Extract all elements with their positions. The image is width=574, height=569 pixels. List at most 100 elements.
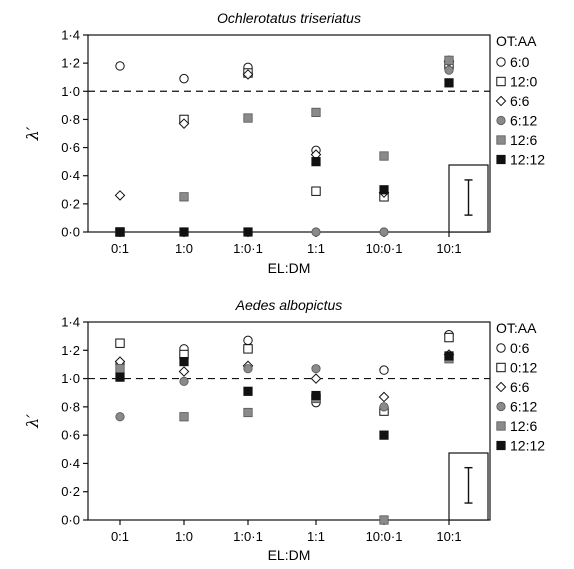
legend-marker-12-12 — [496, 440, 506, 451]
legend-entry-12-0: 12:0 — [510, 74, 537, 90]
chart-title: Aedes albopictus — [235, 297, 343, 313]
data-point-6-6-5 — [378, 391, 390, 403]
y-tick-label: 0·4 — [61, 168, 80, 183]
legend-marker-0-12 — [496, 362, 506, 373]
legend-entry-12-12: 12:12 — [510, 438, 545, 454]
x-axis-label: EL:DM — [268, 260, 311, 276]
data-point-12-12-6 — [444, 78, 454, 88]
x-tick-label: 10:0·1 — [366, 529, 403, 544]
y-tick-label: 0·0 — [61, 225, 80, 240]
data-point-6-12-5 — [379, 227, 389, 237]
y-tick-label: 1·0 — [61, 84, 80, 99]
data-point-12-6-3 — [243, 407, 253, 418]
data-point-6-0-2 — [179, 73, 189, 84]
x-tick-label: 10:1 — [436, 241, 461, 256]
legend-marker-12-6 — [496, 135, 506, 145]
data-point-12-12-4 — [311, 390, 321, 401]
legend-entry-12-12: 12:12 — [510, 152, 545, 168]
data-point-12-6-3 — [243, 113, 253, 123]
data-point-6-6-2 — [178, 118, 190, 129]
data-point-12-12-1 — [115, 227, 125, 237]
legend-marker-6-6 — [495, 381, 507, 393]
chart-panel-1: Ochlerotatus triseriatus 0·0 0·2 0·4 0·6 0·8 1… — [23, 10, 545, 276]
y-tick-label: 0·8 — [61, 399, 80, 414]
data-point-6-0-1 — [115, 61, 125, 71]
legend-marker-6-6 — [495, 95, 507, 107]
y-tick-label: 1·2 — [61, 56, 80, 71]
y-axis-label: λ′ — [23, 126, 42, 141]
data-point-6-12-5 — [379, 402, 389, 412]
data-point-0-12-6 — [444, 332, 454, 343]
data-point-6-12-1 — [115, 412, 125, 422]
legend-entry-6-6: 6:6 — [510, 379, 530, 395]
data-point-6-12-3 — [243, 364, 253, 374]
y-tick-label: 0·6 — [61, 140, 80, 155]
data-point-0-6-3 — [243, 335, 253, 346]
data-point-12-12-1 — [115, 372, 125, 382]
x-tick-label: 0:1 — [111, 241, 129, 256]
y-tick-label: 0·6 — [61, 428, 80, 443]
x-tick-label: 1:1 — [307, 529, 325, 544]
legend-marker-12-6 — [496, 421, 506, 431]
legend-title: OT:AA — [496, 33, 537, 49]
legend-title: OT:AA — [496, 320, 537, 336]
data-point-12-6-4 — [311, 107, 321, 117]
y-tick-label: 0·8 — [61, 112, 80, 127]
chart-panel-2: Aedes albopictus 0·0 0·2 0·4 0·6 0·8 1·0 1·2 1·4… — [23, 297, 545, 563]
data-point-12-6-2 — [179, 412, 189, 422]
legend-entry-12-6: 12:6 — [510, 418, 537, 434]
legend-entry-6-12: 6:12 — [510, 113, 537, 129]
data-point-6-6-1 — [114, 190, 126, 201]
x-tick-label: 1:0·1 — [233, 529, 263, 544]
data-point-12-12-3 — [243, 386, 253, 396]
y-tick-label: 0·2 — [61, 484, 80, 499]
legend-marker-6-12 — [496, 401, 506, 412]
data-point-12-0-4 — [311, 186, 321, 196]
legend-marker-6-0 — [496, 57, 506, 67]
y-tick-label: 1·4 — [61, 28, 80, 43]
x-tick-label: 0:1 — [111, 529, 129, 544]
y-tick-label: 0·2 — [61, 196, 80, 211]
x-tick-label: 1:1 — [307, 241, 325, 256]
x-axis-label: EL:DM — [268, 547, 311, 563]
legend-entry-6-6: 6:6 — [510, 93, 530, 109]
data-point-0-12-3 — [243, 344, 253, 354]
legend-entry-6-0: 6:0 — [510, 54, 530, 70]
chart-title: Ochlerotatus triseriatus — [217, 10, 361, 26]
data-point-12-12-3 — [243, 227, 253, 237]
data-point-12-6-6 — [444, 55, 454, 65]
data-point-6-12-4 — [311, 364, 321, 374]
legend-entry-0-6: 0:6 — [510, 340, 530, 356]
data-point-12-6-1 — [115, 364, 125, 374]
legend-entry-6-12: 6:12 — [510, 399, 537, 415]
data-point-12-12-5 — [379, 185, 389, 195]
y-tick-label: 1·0 — [61, 371, 80, 386]
data-point-12-6-2 — [179, 192, 189, 202]
x-tick-label: 1:0 — [175, 529, 193, 544]
legend-marker-12-12 — [496, 154, 506, 165]
data-point-0-6-5 — [379, 365, 389, 375]
data-point-12-6-5 — [379, 515, 389, 525]
data-point-6-6-3 — [242, 69, 254, 80]
y-tick-label: 1·4 — [61, 315, 80, 330]
x-tick-label: 10:0·1 — [366, 241, 403, 256]
data-point-12-6-5 — [379, 151, 389, 161]
data-point-6-12-2 — [179, 376, 189, 386]
y-axis-label: λ′ — [23, 414, 42, 429]
x-tick-label: 1:0 — [175, 241, 193, 256]
legend-entry-0-12: 0:12 — [510, 360, 537, 376]
data-point-6-12-4 — [311, 227, 321, 237]
plot-frame — [87, 34, 491, 233]
data-point-12-12-2 — [179, 356, 189, 367]
legend-marker-12-0 — [496, 76, 506, 87]
y-tick-label: 1·2 — [61, 343, 80, 358]
data-point-12-12-6 — [444, 351, 454, 361]
legend-marker-0-6 — [496, 343, 506, 353]
data-point-6-6-2 — [178, 366, 190, 377]
legend: OT:AA 0:6 0:12 6:6 6:12 12:6 12:12 — [495, 320, 545, 454]
legend: OT:AA 6:0 12:0 6:6 6:12 12:6 12:12 — [495, 33, 545, 168]
y-tick-label: 0·0 — [61, 513, 80, 528]
data-point-12-12-4 — [311, 157, 321, 167]
legend-entry-12-6: 12:6 — [510, 132, 537, 148]
